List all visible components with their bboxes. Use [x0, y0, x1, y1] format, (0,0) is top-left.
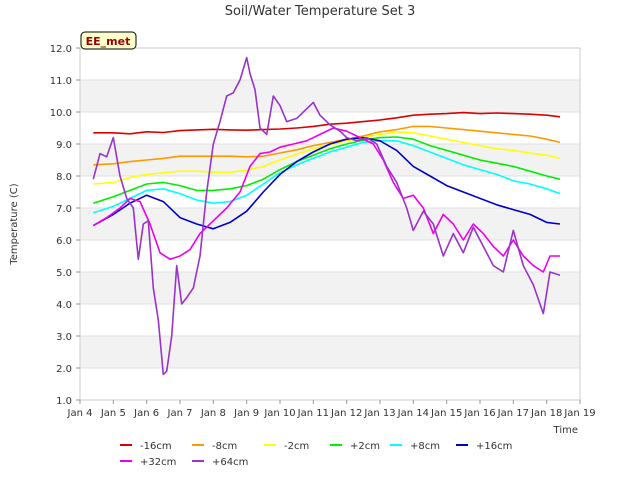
legend-label: +32cm	[140, 457, 176, 468]
legend-label: -16cm	[140, 441, 172, 452]
background-bands	[80, 80, 580, 368]
x-tick-label: Jan 13	[363, 408, 395, 419]
series-line-6	[92, 127, 560, 273]
x-tick-label: Jan 6	[133, 408, 159, 419]
band-10	[80, 80, 580, 112]
x-tick-label: Jan 16	[463, 408, 495, 419]
y-tick-label: 2.0	[56, 364, 72, 375]
legend-label: +2cm	[350, 441, 380, 452]
series-line-3	[93, 136, 561, 204]
x-tick-label: Jan 11	[297, 408, 329, 419]
plot-frame	[79, 47, 581, 401]
series-line-7	[92, 56, 561, 376]
x-tick-label: Jan 14	[397, 408, 429, 419]
x-axis-label: Time	[553, 425, 578, 436]
y-tick-label: 12.0	[50, 44, 72, 55]
series-line-5	[92, 136, 561, 230]
x-tick-label: Jan 9	[233, 408, 259, 419]
legend-label: +64cm	[212, 457, 248, 468]
series-group	[92, 56, 561, 376]
legend-label: +16cm	[476, 441, 512, 452]
x-tick-label: Jan 15	[430, 408, 462, 419]
y-tick-label: 6.0	[56, 236, 72, 247]
x-tick-label: Jan 4	[67, 408, 93, 419]
band-2	[80, 336, 580, 368]
y-tick-label: 11.0	[50, 76, 72, 87]
legend-label: -8cm	[212, 441, 237, 452]
series-line-1	[93, 125, 561, 166]
x-tick-label: Jan 10	[263, 408, 295, 419]
y-tick-label: 8.0	[56, 172, 72, 183]
legend-label: +8cm	[410, 441, 440, 452]
y-tick-label: 3.0	[56, 332, 72, 343]
series-line-4	[93, 140, 561, 214]
legend: -16cm -8cm -2cm +2cm +8cm +16cm +32cm +64cm	[120, 441, 512, 468]
x-tick-label: Jan 17	[497, 408, 529, 419]
x-axis-ticks: Jan 4 Jan 5 Jan 6 Jan 7 Jan 8 Jan 9 Jan 10 Jan …	[67, 400, 596, 419]
band-4	[80, 272, 580, 304]
y-tick-label: 9.0	[56, 140, 72, 151]
x-tick-label: Jan 5	[100, 408, 126, 419]
site-badge-box	[80, 31, 137, 50]
band-6	[80, 208, 580, 240]
site-badge-label: EE_met	[86, 35, 131, 48]
y-axis-label: Temperature (C)	[9, 183, 20, 265]
x-tick-label: Jan 12	[330, 408, 362, 419]
y-tick-label: 1.0	[56, 396, 72, 407]
x-tick-label: Jan 7	[167, 408, 193, 419]
x-tick-label: Jan 19	[563, 408, 595, 419]
y-tick-label: 7.0	[56, 204, 72, 215]
x-tick-label: Jan 8	[200, 408, 226, 419]
site-badge: EE_met	[80, 31, 137, 50]
y-axis-ticks: 1.0 2.0 3.0 4.0 5.0 6.0 7.0 8.0 9.0 10.0 11.0 12.0	[50, 44, 80, 407]
chart-title: Soil/Water Temperature Set 3	[225, 4, 416, 19]
y-tick-label: 5.0	[56, 268, 72, 279]
y-tick-label: 4.0	[56, 300, 72, 311]
y-tick-label: 10.0	[50, 108, 72, 119]
x-tick-label: Jan 18	[530, 408, 562, 419]
legend-label: -2cm	[284, 441, 309, 452]
